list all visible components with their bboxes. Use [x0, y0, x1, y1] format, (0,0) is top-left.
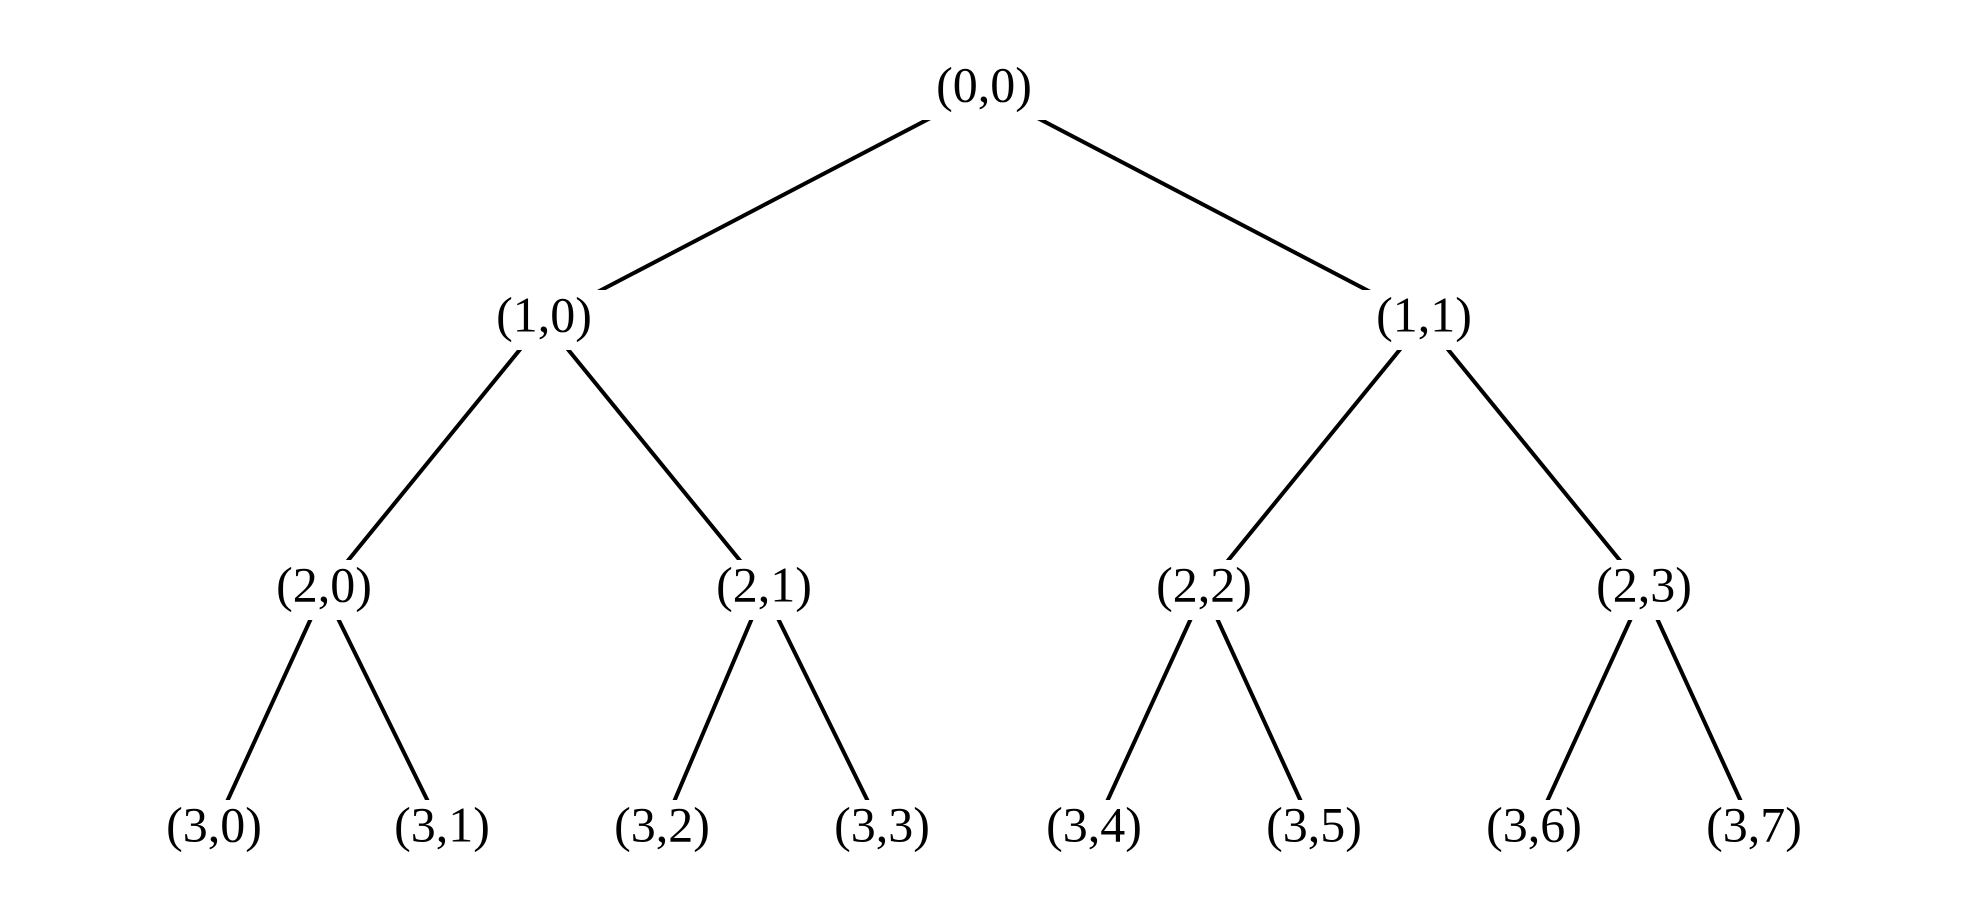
tree-node: (2,3)	[1574, 556, 1714, 620]
tree-node: (3,4)	[1024, 796, 1164, 860]
tree-node-label: (3,0)	[166, 796, 262, 852]
tree-node: (3,2)	[592, 796, 732, 860]
tree-node-label: (1,1)	[1376, 286, 1472, 342]
tree-node-label: (0,0)	[936, 56, 1032, 112]
tree-edge	[984, 90, 1424, 320]
tree-node-label: (3,7)	[1706, 796, 1802, 852]
tree-edge	[324, 590, 442, 830]
tree-node: (0,0)	[914, 56, 1054, 120]
tree-node: (3,0)	[144, 796, 284, 860]
tree-edge	[324, 320, 544, 590]
tree-node-label: (1,0)	[496, 286, 592, 342]
tree-node: (3,1)	[372, 796, 512, 860]
tree-edge	[544, 320, 764, 590]
tree-node: (3,3)	[812, 796, 952, 860]
tree-edge	[1424, 320, 1644, 590]
tree-node-label: (3,6)	[1486, 796, 1582, 852]
tree-edges-layer	[214, 90, 1754, 830]
tree-node-label: (3,4)	[1046, 796, 1142, 852]
tree-edge	[1534, 590, 1644, 830]
tree-edge	[214, 590, 324, 830]
tree-edge	[662, 590, 764, 830]
tree-node-label: (3,2)	[614, 796, 710, 852]
tree-node-label: (2,2)	[1156, 556, 1252, 612]
tree-node: (3,7)	[1684, 796, 1824, 860]
tree-edge	[1094, 590, 1204, 830]
tree-edge	[1204, 320, 1424, 590]
tree-edge	[544, 90, 984, 320]
tree-node-label: (2,1)	[716, 556, 812, 612]
tree-node-label: (2,0)	[276, 556, 372, 612]
tree-node-label: (3,3)	[834, 796, 930, 852]
tree-edge	[764, 590, 882, 830]
binary-tree-diagram: (0,0) (1,0) (1,1) (2,0) (2,1) (2,2) (2,3) (3,0)…	[0, 0, 1968, 916]
tree-node-label: (3,1)	[394, 796, 490, 852]
tree-node-label: (2,3)	[1596, 556, 1692, 612]
tree-edge	[1644, 590, 1754, 830]
tree-edge	[1204, 590, 1314, 830]
tree-node: (1,0)	[474, 286, 614, 350]
tree-node: (1,1)	[1354, 286, 1494, 350]
tree-node-label: (3,5)	[1266, 796, 1362, 852]
tree-node: (2,1)	[694, 556, 834, 620]
tree-node: (2,0)	[254, 556, 394, 620]
tree-node: (3,5)	[1244, 796, 1384, 860]
tree-node: (2,2)	[1134, 556, 1274, 620]
tree-node: (3,6)	[1464, 796, 1604, 860]
